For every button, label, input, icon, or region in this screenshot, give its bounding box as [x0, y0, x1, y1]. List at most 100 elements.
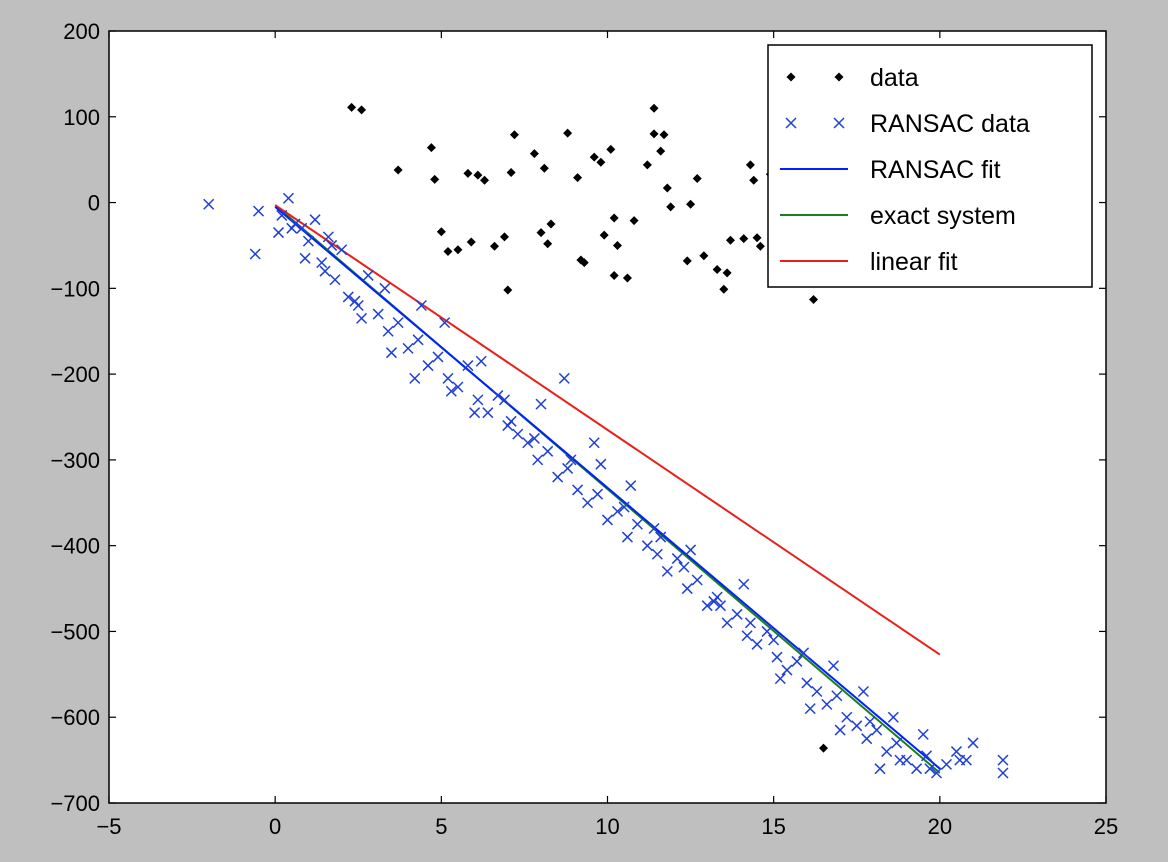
point-ransac-data — [691, 574, 703, 586]
point-ransac-data — [591, 488, 604, 500]
point-ransac-data — [482, 407, 494, 419]
point-data — [596, 157, 606, 167]
point-ransac-data — [761, 625, 773, 637]
point-ransac-data — [997, 767, 1009, 779]
point-data — [819, 743, 829, 753]
point-ransac-data — [967, 737, 979, 749]
y-tick-label: −400 — [50, 534, 100, 559]
point-ransac-data — [841, 711, 853, 723]
point-ransac-data — [402, 342, 414, 354]
y-tick-label: 100 — [63, 105, 100, 130]
point-ransac-data — [874, 763, 886, 775]
point-ransac-data — [940, 758, 953, 770]
point-ransac-data — [249, 248, 261, 260]
point-ransac-data — [498, 394, 511, 406]
point-ransac-data — [445, 385, 457, 397]
series-line-linear-fit — [274, 204, 941, 656]
point-ransac-data — [362, 269, 374, 281]
point-ransac-data — [422, 360, 434, 372]
point-data — [755, 241, 765, 251]
point-ransac-data — [299, 252, 311, 264]
series-line-ransac-fit — [274, 206, 941, 770]
point-data — [699, 251, 709, 261]
point-data — [622, 273, 632, 283]
point-ransac-data — [781, 664, 793, 676]
point-ransac-data — [930, 767, 943, 779]
point-ransac-data — [950, 746, 962, 758]
point-data — [480, 175, 490, 185]
point-data — [722, 268, 732, 278]
point-ransac-data — [535, 398, 547, 410]
point-ransac-data — [625, 480, 637, 492]
point-ransac-data — [588, 437, 600, 449]
point-ransac-data — [253, 205, 265, 217]
y-tick-label: −200 — [50, 362, 100, 387]
legend-marker — [786, 72, 796, 82]
point-ransac-data — [911, 763, 923, 775]
point-ransac-data — [392, 317, 404, 329]
point-ransac-data — [565, 454, 577, 466]
legend-box — [767, 44, 1093, 288]
point-ransac-data — [774, 673, 786, 685]
point-ransac-data — [276, 209, 288, 221]
point-ransac-data — [286, 222, 298, 234]
point-data — [752, 233, 762, 243]
point-ransac-data — [681, 583, 693, 595]
point-ransac-data — [771, 651, 783, 663]
fit-lines — [274, 204, 941, 774]
point-data — [749, 175, 759, 185]
x-tick-label: −5 — [96, 814, 121, 839]
point-ransac-data — [804, 703, 816, 715]
legend-marker — [834, 72, 844, 82]
point-ransac-data — [601, 514, 614, 526]
point-data — [745, 160, 755, 170]
point-ransac-data — [768, 634, 780, 646]
point-data — [536, 228, 546, 238]
point-ransac-data — [714, 600, 727, 612]
point-ransac-data — [744, 617, 756, 629]
point-ransac-data — [472, 394, 484, 406]
y-tick-label: −100 — [50, 276, 100, 301]
point-ransac-data — [296, 222, 308, 234]
point-data — [463, 168, 473, 178]
point-ransac-data — [272, 227, 285, 239]
y-tick-label: −700 — [50, 791, 100, 816]
point-ransac-data — [462, 360, 474, 372]
point-ransac-data — [439, 317, 451, 329]
point-ransac-data — [282, 192, 294, 204]
point-data — [579, 258, 589, 268]
point-data — [809, 294, 819, 304]
point-data — [426, 143, 436, 153]
legend-label: RANSAC fit — [870, 156, 1001, 184]
point-data — [529, 149, 539, 159]
x-tick-label: 15 — [761, 814, 785, 839]
point-ransac-data — [326, 239, 338, 251]
point-ransac-data — [582, 497, 594, 509]
point-ransac-data — [618, 501, 630, 513]
point-ransac-data — [409, 372, 421, 384]
point-ransac-data — [708, 595, 720, 607]
point-ransac-data — [685, 544, 697, 556]
point-data — [662, 183, 672, 193]
point-ransac-data — [322, 231, 334, 243]
point-ransac-data — [791, 655, 803, 667]
point-ransac-data — [721, 617, 733, 629]
point-data — [466, 237, 476, 247]
legend-label: data — [870, 64, 919, 92]
point-ransac-data — [382, 325, 394, 337]
point-data — [739, 234, 749, 244]
point-ransac-data — [512, 428, 524, 440]
point-ransac-data — [302, 235, 314, 247]
scatter-points — [203, 102, 1009, 779]
point-ransac-data — [309, 214, 321, 226]
point-ransac-data — [415, 299, 427, 312]
point-ransac-data — [572, 484, 584, 496]
point-ransac-data — [661, 565, 673, 577]
point-ransac-data — [385, 347, 398, 359]
point-data — [499, 232, 509, 242]
point-data — [712, 264, 722, 274]
point-data — [599, 230, 609, 240]
point-ransac-data — [336, 244, 348, 256]
point-data — [543, 239, 553, 249]
point-data — [686, 199, 696, 209]
